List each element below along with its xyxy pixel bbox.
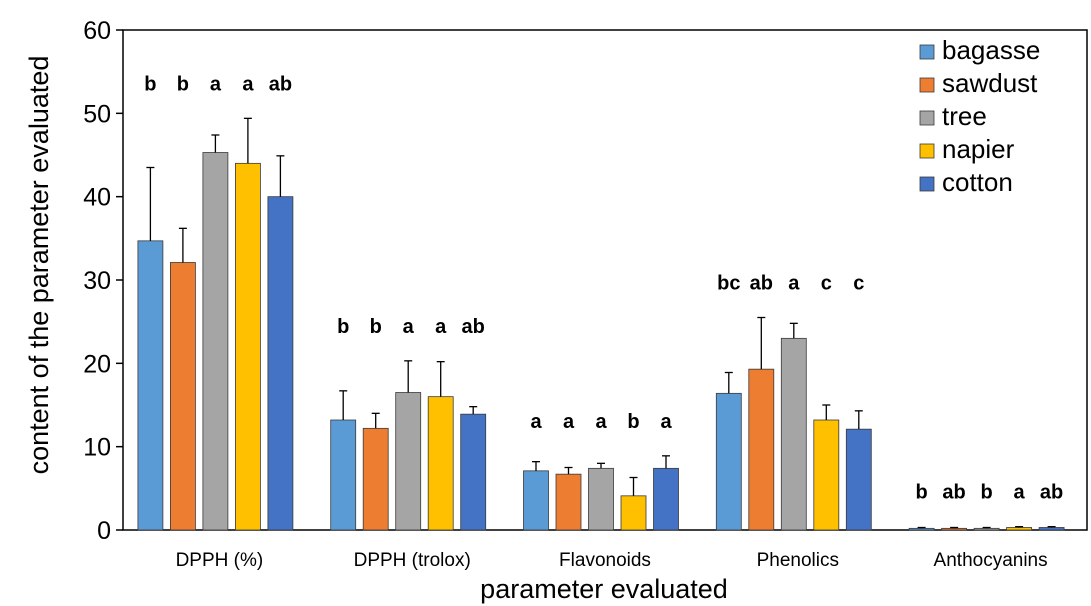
y-tick-label: 40 xyxy=(83,184,111,212)
category-label: DPPH (%) xyxy=(176,550,264,571)
bar-cotton xyxy=(845,428,872,531)
significance-letter: ab xyxy=(942,482,965,504)
legend-label-sawdust: sawdust xyxy=(942,68,1038,98)
significance-letter: a xyxy=(563,411,575,433)
bar-sawdust xyxy=(169,262,196,531)
bar-tree xyxy=(202,152,229,531)
significance-letter: ab xyxy=(750,273,773,295)
bar-napier xyxy=(620,495,647,531)
bar-bagasse xyxy=(330,419,357,531)
significance-letter: a xyxy=(660,411,672,433)
bar-sawdust xyxy=(748,368,775,531)
significance-letter: bc xyxy=(717,273,740,295)
bar-tree xyxy=(588,467,614,531)
significance-letter: a xyxy=(403,316,415,338)
category-label: DPPH (trolox) xyxy=(354,550,471,571)
category-label: Phenolics xyxy=(757,550,839,571)
category-label: Anthocyanins xyxy=(934,550,1048,571)
y-tick-label: 20 xyxy=(83,350,111,378)
legend-swatch-cotton xyxy=(919,176,935,192)
significance-letter: b xyxy=(980,482,992,504)
significance-letter: ab xyxy=(462,316,485,338)
bar-bagasse xyxy=(137,240,164,531)
y-tick-label: 60 xyxy=(83,17,111,45)
bar-cotton xyxy=(460,413,487,531)
significance-letter: a xyxy=(1014,482,1026,504)
y-tick-label: 30 xyxy=(83,267,111,295)
legend-label-tree: tree xyxy=(942,101,987,131)
significance-letter: a xyxy=(242,73,254,95)
y-tick-label: 0 xyxy=(97,517,111,545)
y-tick-label: 50 xyxy=(83,100,111,128)
error-bars xyxy=(146,117,1056,529)
significance-letter: ab xyxy=(1040,482,1063,504)
significance-letter: b xyxy=(370,316,382,338)
significance-letter: b xyxy=(337,316,349,338)
legend-label-cotton: cotton xyxy=(942,167,1013,197)
bar-napier xyxy=(234,162,261,531)
bar-tree xyxy=(973,527,1000,531)
bar-cotton xyxy=(267,196,294,531)
y-axis-title: content of the parameter evaluated xyxy=(24,56,54,475)
legend-label-bagasse: bagasse xyxy=(942,35,1040,65)
bar-sawdust xyxy=(362,427,389,531)
bar-sawdust xyxy=(941,527,967,531)
significance-letter: b xyxy=(144,73,156,95)
bar-napier xyxy=(427,396,454,531)
bar-bagasse xyxy=(908,527,935,531)
significance-letter: a xyxy=(210,73,222,95)
bar-napier xyxy=(1006,527,1032,531)
bar-tree xyxy=(395,392,422,531)
bar-tree xyxy=(780,337,807,531)
legend-swatch-bagasse xyxy=(919,44,935,60)
bar-napier xyxy=(813,419,840,531)
legend-swatch-napier xyxy=(919,143,935,159)
category-label: Flavonoids xyxy=(559,550,651,571)
significance-letter: a xyxy=(530,411,542,433)
x-axis-category-labels: DPPH (%) DPPH (trolox) Flavonoids Phenolics… xyxy=(176,550,1048,571)
significance-letter: b xyxy=(627,411,639,433)
significance-letter: b xyxy=(177,73,189,95)
bar-series xyxy=(137,152,1065,531)
y-tick-label: 10 xyxy=(83,434,111,462)
bar-cotton xyxy=(653,467,679,531)
bar-bagasse xyxy=(715,392,742,531)
legend-label-napier: napier xyxy=(942,134,1015,164)
bar-cotton xyxy=(1038,527,1065,531)
x-axis-title: parameter evaluated xyxy=(480,574,728,604)
bar-bagasse xyxy=(523,470,549,531)
significance-letter: b xyxy=(915,482,927,504)
significance-letter: a xyxy=(788,273,800,295)
bar-sawdust xyxy=(555,473,582,531)
legend-swatch-tree xyxy=(919,110,935,126)
legend-swatch-sawdust xyxy=(919,77,935,93)
significance-letter: c xyxy=(853,273,864,295)
significance-letter: c xyxy=(821,273,832,295)
y-axis: 0 10 20 30 40 50 60 xyxy=(83,17,123,545)
significance-letter: a xyxy=(435,316,447,338)
significance-letter: ab xyxy=(269,73,292,95)
significance-letter: a xyxy=(595,411,607,433)
significance-letters: b b a a abb b a a aba a a b abc ab a c cb ab b a ab xyxy=(144,73,1063,503)
